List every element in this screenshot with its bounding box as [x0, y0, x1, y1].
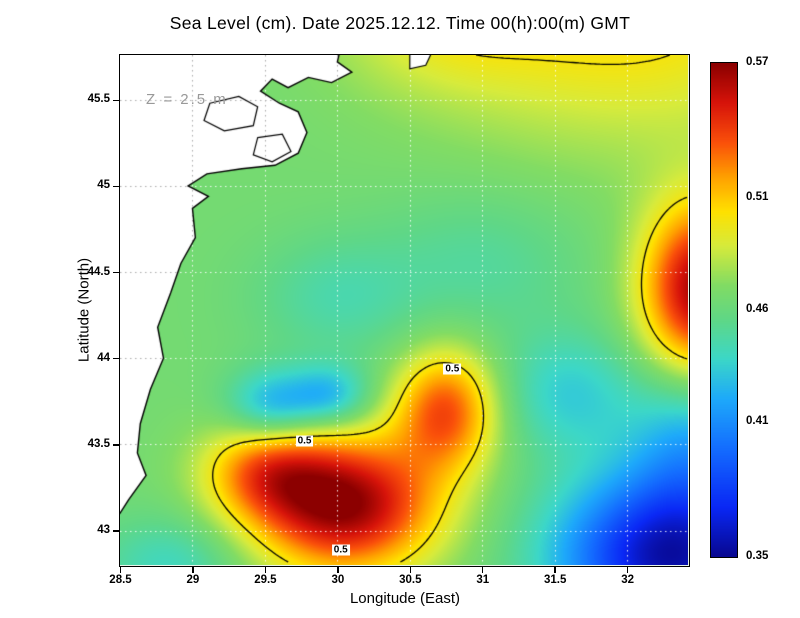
colorbar-tick-label: 0.46 — [746, 303, 769, 315]
colorbar-tick-label: 0.35 — [746, 550, 769, 562]
y-tick-label: 45.5 — [87, 93, 110, 106]
x-tick-label: 30 — [331, 574, 345, 586]
contour-label: 0.5 — [295, 435, 314, 447]
y-tick-mark — [113, 357, 119, 360]
x-tick-mark — [481, 567, 484, 573]
x-tick-label: 31.5 — [543, 574, 567, 586]
x-tick-label: 30.5 — [399, 574, 422, 586]
y-tick-label: 44.5 — [87, 265, 110, 278]
colorbar — [710, 62, 738, 558]
y-tick-label: 43 — [97, 524, 110, 537]
colorbar-gradient-canvas — [711, 63, 737, 557]
x-tick-mark — [554, 567, 556, 573]
sea-level-heatmap-canvas — [120, 55, 688, 565]
y-tick-mark — [113, 185, 119, 188]
x-tick-mark — [264, 567, 267, 573]
x-tick-label: 32 — [621, 574, 635, 586]
colorbar-tick-label: 0.51 — [746, 190, 769, 203]
x-tick-mark — [337, 567, 339, 573]
y-tick-mark — [113, 271, 119, 274]
y-tick-mark — [113, 530, 119, 532]
x-tick-mark — [119, 567, 122, 573]
y-tick-label: 43.5 — [87, 437, 110, 450]
depth-annotation: Z = 2.5 m — [146, 91, 228, 108]
x-tick-mark — [626, 567, 629, 573]
x-tick-label: 31 — [476, 574, 490, 586]
x-tick-label: 28.5 — [109, 574, 132, 586]
x-tick-mark — [409, 567, 412, 573]
x-axis-label: Longitude (East) — [349, 590, 461, 607]
y-tick-mark — [113, 99, 119, 102]
y-tick-label: 44 — [97, 351, 110, 364]
x-tick-label: 29.5 — [254, 574, 277, 586]
x-tick-label: 29 — [186, 574, 200, 586]
y-tick-mark — [113, 444, 119, 446]
x-tick-mark — [192, 567, 194, 573]
contour-label: 0.5 — [443, 363, 462, 375]
map-plot-area: Z = 2.5 m — [119, 54, 690, 567]
y-tick-label: 45 — [97, 179, 110, 192]
colorbar-tick-label: 0.41 — [746, 415, 769, 428]
colorbar-tick-label: 0.57 — [746, 56, 769, 68]
contour-label: 0.5 — [331, 544, 350, 556]
figure-title: Sea Level (cm). Date 2025.12.12. Time 00… — [169, 13, 631, 33]
